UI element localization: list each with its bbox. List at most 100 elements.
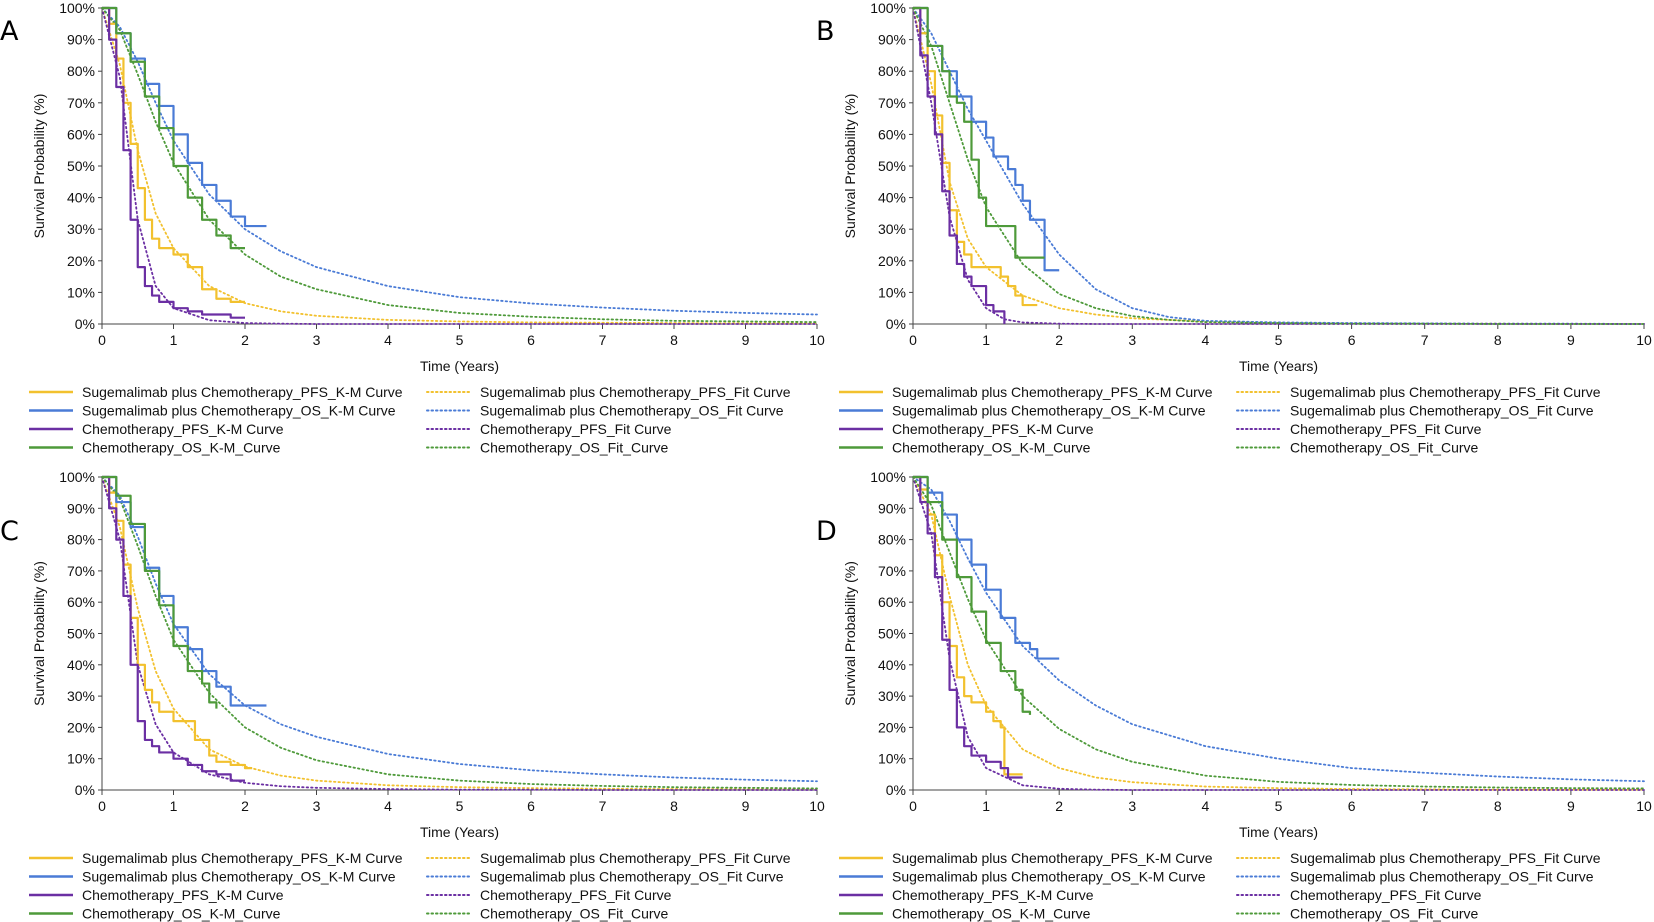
legend-label: Sugemalimab plus Chemotherapy_PFS_K-M Cu… xyxy=(892,850,1213,866)
legend-label: Chemotherapy_OS_K-M_Curve xyxy=(892,906,1091,922)
legend-label: Chemotherapy_PFS_Fit Curve xyxy=(1290,421,1482,437)
y-tick-label: 30% xyxy=(878,688,906,704)
y-tick-label: 0% xyxy=(75,316,95,332)
legend-label: Sugemalimab plus Chemotherapy_OS_Fit Cur… xyxy=(480,869,784,885)
legend-label: Sugemalimab plus Chemotherapy_OS_K-M Cur… xyxy=(892,869,1206,885)
series-line-0 xyxy=(913,6,1038,307)
x-axis-title: Time (Years) xyxy=(1239,358,1318,374)
y-tick-label: 20% xyxy=(878,719,906,735)
y-axis-title: Survival Probability (%) xyxy=(31,94,47,239)
legend-label: Chemotherapy_PFS_K-M Curve xyxy=(892,887,1094,903)
panel-a: A 0% 10% 20% 30% 40% 50% 60% 70% 80% 90% 100% 0 1 2 3 4 5… xyxy=(0,0,825,456)
x-tick-label: 8 xyxy=(670,332,678,348)
x-tick-label: 0 xyxy=(909,798,917,814)
y-tick-label: 50% xyxy=(67,158,95,174)
y-axis-title: Survival Probability (%) xyxy=(31,561,47,706)
x-tick-label: 0 xyxy=(98,332,106,348)
x-tick-label: 7 xyxy=(599,798,607,814)
y-tick-label: 80% xyxy=(67,63,95,79)
y-tick-label: 80% xyxy=(67,532,95,548)
x-tick-label: 9 xyxy=(1567,332,1575,348)
x-tick-label: 1 xyxy=(170,798,178,814)
series-line-0 xyxy=(102,6,245,303)
x-tick-label: 9 xyxy=(1567,798,1575,814)
y-tick-label: 40% xyxy=(67,190,95,206)
x-tick-label: 7 xyxy=(599,332,607,348)
series-line-5 xyxy=(101,476,818,783)
y-tick-label: 40% xyxy=(878,190,906,206)
series-line-6 xyxy=(912,7,1645,325)
y-tick-label: 0% xyxy=(886,316,906,332)
y-tick-label: 10% xyxy=(878,284,906,300)
x-tick-label: 6 xyxy=(527,798,535,814)
legend-label: Chemotherapy_OS_K-M_Curve xyxy=(82,440,281,456)
series-line-6 xyxy=(101,7,818,325)
y-axis-title: Survival Probability (%) xyxy=(842,561,858,706)
x-tick-label: 2 xyxy=(1055,798,1063,814)
y-tick-label: 40% xyxy=(878,657,906,673)
x-tick-label: 5 xyxy=(456,332,464,348)
series-line-2 xyxy=(913,475,1023,779)
series-line-3 xyxy=(102,6,245,250)
series-line-5 xyxy=(101,7,818,316)
panel-c: C 0% 10% 20% 30% 40% 50% 60% 70% 80% 90% 100% 0 1 2 3 4 5… xyxy=(0,469,825,922)
x-tick-label: 9 xyxy=(742,798,750,814)
y-tick-label: 40% xyxy=(67,657,95,673)
panel-label: A xyxy=(0,16,19,47)
legend-label: Sugemalimab plus Chemotherapy_PFS_Fit Cu… xyxy=(1290,384,1601,400)
y-tick-label: 90% xyxy=(878,500,906,516)
x-tick-label: 0 xyxy=(98,798,106,814)
legend-label: Chemotherapy_OS_Fit_Curve xyxy=(1290,440,1479,456)
x-axis-title: Time (Years) xyxy=(1239,824,1318,840)
y-tick-label: 80% xyxy=(878,532,906,548)
x-tick-label: 5 xyxy=(1275,332,1283,348)
x-tick-label: 7 xyxy=(1421,798,1429,814)
x-tick-label: 4 xyxy=(384,798,392,814)
series-line-1 xyxy=(913,6,1060,272)
series-line-3 xyxy=(913,475,1032,715)
x-tick-label: 8 xyxy=(670,798,678,814)
series-line-0 xyxy=(913,475,1023,776)
series-line-1 xyxy=(913,475,1060,660)
series-line-6 xyxy=(101,476,818,791)
y-tick-label: 10% xyxy=(67,751,95,767)
y-tick-label: 60% xyxy=(67,126,95,142)
y-axis-title: Survival Probability (%) xyxy=(842,94,858,239)
y-tick-label: 70% xyxy=(878,563,906,579)
legend-label: Sugemalimab plus Chemotherapy_OS_K-M Cur… xyxy=(82,869,396,885)
legend-label: Chemotherapy_PFS_K-M Curve xyxy=(892,421,1094,437)
panel-label: C xyxy=(0,516,19,547)
series-line-3 xyxy=(913,6,1045,259)
x-tick-label: 3 xyxy=(313,332,321,348)
legend-label: Chemotherapy_OS_Fit_Curve xyxy=(480,440,669,456)
y-tick-label: 20% xyxy=(878,253,906,269)
y-tick-label: 60% xyxy=(67,594,95,610)
y-tick-label: 90% xyxy=(878,32,906,48)
y-tick-label: 50% xyxy=(878,158,906,174)
y-tick-label: 10% xyxy=(67,284,95,300)
series-line-0 xyxy=(102,475,253,770)
y-tick-label: 70% xyxy=(67,95,95,111)
series-line-6 xyxy=(912,476,1645,791)
x-tick-label: 7 xyxy=(1421,332,1429,348)
y-tick-label: 60% xyxy=(878,594,906,610)
series-line-3 xyxy=(102,475,218,709)
x-tick-label: 1 xyxy=(982,332,990,348)
y-tick-label: 50% xyxy=(67,626,95,642)
y-tick-label: 100% xyxy=(870,0,906,16)
x-tick-label: 6 xyxy=(527,332,535,348)
x-axis-title: Time (Years) xyxy=(420,358,499,374)
x-tick-label: 3 xyxy=(1128,332,1136,348)
series-line-2 xyxy=(913,6,1006,324)
x-tick-label: 4 xyxy=(1202,798,1210,814)
y-tick-label: 100% xyxy=(59,469,95,485)
y-tick-label: 20% xyxy=(67,253,95,269)
panel-d: D 0% 10% 20% 30% 40% 50% 60% 70% 80% 90% 100% 0 1 2 3 4 5… xyxy=(816,469,1652,922)
x-tick-label: 6 xyxy=(1348,332,1356,348)
y-tick-label: 0% xyxy=(75,782,95,798)
x-tick-label: 10 xyxy=(1636,332,1652,348)
legend-label: Chemotherapy_PFS_Fit Curve xyxy=(480,887,672,903)
series-line-5 xyxy=(912,7,1645,325)
series-line-5 xyxy=(912,476,1645,783)
